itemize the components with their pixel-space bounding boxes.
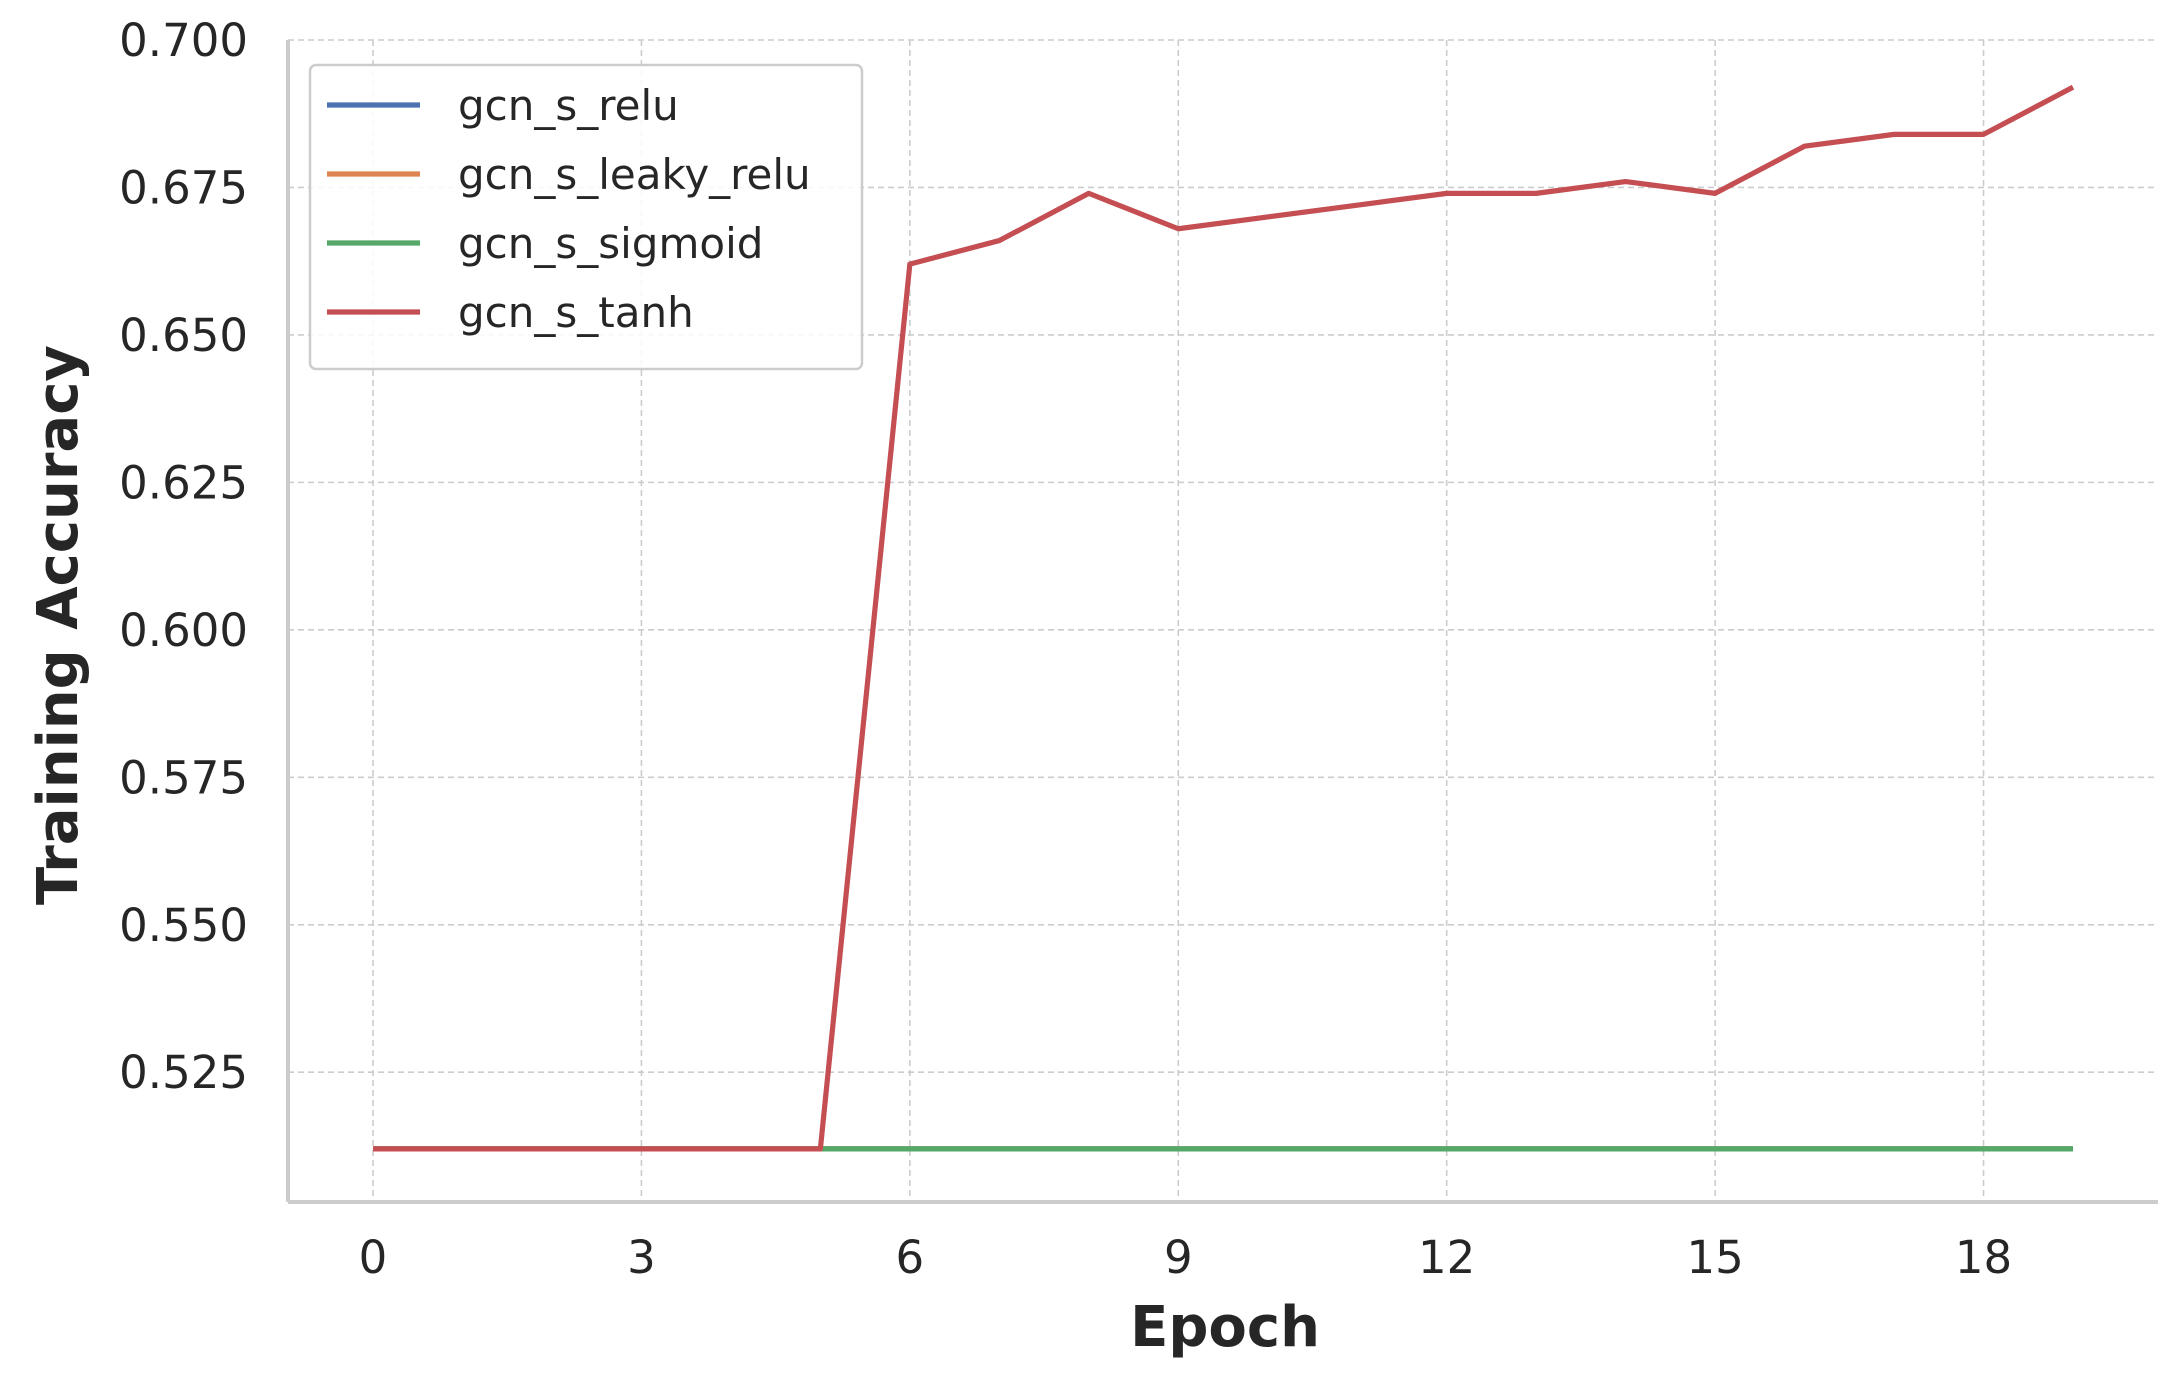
y-tick-label: 0.600: [119, 604, 248, 657]
legend-label: gcn_s_relu: [458, 81, 679, 130]
series-lines: [373, 84, 2075, 1152]
y-tick-label: 0.550: [119, 899, 248, 952]
y-tick-label: 0.575: [119, 751, 248, 804]
legend-label: gcn_s_leaky_relu: [458, 150, 811, 199]
y-tick-label: 0.700: [119, 14, 248, 67]
y-tick-label: 0.675: [119, 161, 248, 214]
x-tick-label: 0: [359, 1231, 388, 1284]
x-tick-label: 6: [896, 1231, 925, 1284]
legend: gcn_s_relu gcn_s_leaky_relu gcn_s_sigmoidg…: [308, 63, 864, 371]
tick-labels: 0 3 6 9 12 15 18 0.525 0.550 0.575 0.600 0.625 0.650…: [119, 14, 2012, 1284]
x-tick-label: 18: [1955, 1231, 2012, 1284]
x-axis-label: Epoch: [1130, 1295, 1320, 1360]
legend-box: [308, 63, 864, 371]
x-tick-label: 15: [1686, 1231, 1743, 1284]
y-tick-label: 0.650: [119, 309, 248, 362]
y-tick-label: 0.625: [119, 456, 248, 509]
y-axis-label: Training Accuracy: [26, 345, 91, 905]
x-tick-label: 12: [1418, 1231, 1475, 1284]
legend-label: gcn_s_sigmoid: [458, 219, 763, 268]
x-tick-label: 9: [1164, 1231, 1193, 1284]
x-tick-label: 3: [627, 1231, 656, 1284]
legend-label: gcn_s_tanh: [458, 288, 694, 337]
series-line-gcn-s-tanh: [373, 84, 2075, 1152]
axis-spines: [286, 40, 2158, 1204]
y-tick-label: 0.525: [119, 1046, 248, 1099]
